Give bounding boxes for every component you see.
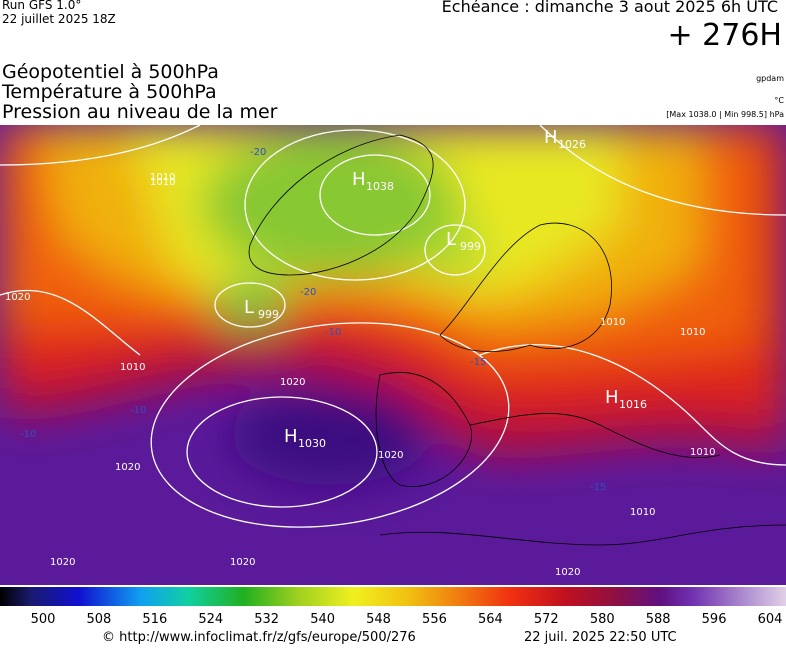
temperature-label: -10 — [325, 327, 341, 338]
temperature-label: -10 — [20, 429, 36, 440]
colorbar-tick-label: 516 — [142, 612, 167, 627]
isobar-label: 1010 — [600, 317, 625, 328]
generated: 22 juil. 2025 22:50 UTC — [524, 630, 677, 645]
pressure-value: 1030 — [298, 437, 326, 450]
unit: gpdam — [756, 74, 784, 83]
temperature-label: -10 — [130, 405, 146, 416]
isobar-label: 1010 — [690, 447, 715, 458]
isobar-label: 1020 — [115, 462, 140, 473]
isobar-label: 1020 — [5, 292, 30, 303]
pressure-letter: L — [446, 229, 456, 250]
colorbar-tick-label: 500 — [31, 612, 56, 627]
pressure-letter: H — [544, 127, 558, 148]
unit: [Max 1038.0 | Min 998.5] hPa — [666, 110, 784, 119]
isobar-label: 1010 — [150, 177, 175, 188]
colorbar-tick-label: 572 — [534, 612, 559, 627]
lead-time: + 276H — [667, 18, 783, 53]
isobar-label: 1020 — [378, 450, 403, 461]
colorbar-tick-label: 524 — [198, 612, 223, 627]
temperature-label: -20 — [300, 287, 316, 298]
colorbar-tick-label: 532 — [254, 612, 279, 627]
isobar-label: 1010 — [120, 362, 145, 373]
unit: °C — [774, 96, 784, 105]
isobar-label: 1010 — [630, 507, 655, 518]
colorbar-tick-label: 596 — [702, 612, 727, 627]
pressure-letter: L — [244, 297, 254, 318]
valid-time: Echéance : dimanche 3 aout 2025 6h UTC — [441, 0, 778, 16]
pressure-value: 1026 — [558, 138, 586, 151]
colorbar-tick-label: 564 — [478, 612, 503, 627]
isobar-label: 1020 — [230, 557, 255, 568]
title: Pression au niveau de la mer — [2, 101, 278, 123]
pressure-value: 999 — [258, 308, 279, 321]
pressure-letter: H — [284, 426, 298, 447]
isobar-label: 1020 — [555, 567, 580, 578]
run-date: 22 juillet 2025 18Z — [2, 12, 116, 26]
colorbar-ticks: 500 508 516 524 532 540 548 556 564 572 580 588 596 6… — [31, 612, 783, 627]
title: Température à 500hPa — [2, 81, 217, 103]
temperature-label: -15 — [590, 482, 606, 493]
colorbar-tick-label: 556 — [422, 612, 447, 627]
temperature-label: -15 — [470, 357, 486, 368]
colorbar-tick-label: 588 — [646, 612, 671, 627]
colorbar-tick-label: 508 — [87, 612, 112, 627]
isobar-label: 1020 — [50, 557, 75, 568]
source: © http://www.infoclimat.fr/z/gfs/europe/… — [102, 630, 416, 645]
colorbar-tick-label: 604 — [758, 612, 783, 627]
pressure-value: 1038 — [366, 180, 394, 193]
temperature-label: -20 — [250, 147, 266, 158]
colorbar-tick-label: 540 — [310, 612, 335, 627]
pressure-value: 1016 — [619, 398, 647, 411]
colorbar — [0, 587, 786, 606]
pressure-letter: H — [605, 387, 619, 408]
isobar-label: 1010 — [150, 172, 175, 183]
colorbar-tick-label: 580 — [590, 612, 615, 627]
title: Géopotentiel à 500hPa — [2, 61, 219, 83]
field — [0, 125, 786, 585]
isobar-label: 1020 — [280, 377, 305, 388]
pressure-letter: H — [352, 169, 366, 190]
pressure-value: 999 — [460, 240, 481, 253]
isobar-label: 1010 — [680, 327, 705, 338]
colorbar-tick-label: 548 — [366, 612, 391, 627]
run: Run GFS 1.0° — [2, 0, 82, 12]
